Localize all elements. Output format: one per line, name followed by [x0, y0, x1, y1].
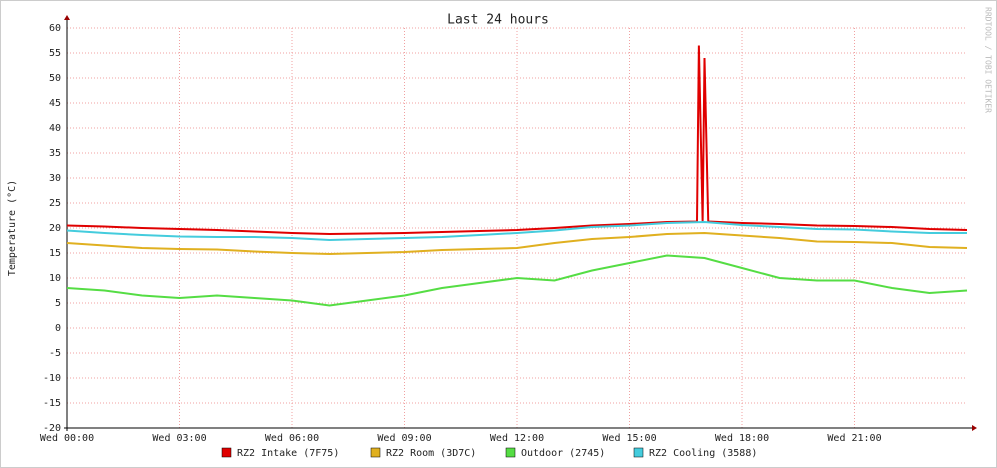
y-tick-label: 10 [49, 273, 61, 284]
x-tick-label: Wed 18:00 [715, 433, 769, 444]
series-line [66, 231, 968, 256]
y-tick-label: 55 [49, 48, 61, 59]
series-line [66, 220, 967, 242]
legend-swatch [221, 447, 232, 458]
legend-label: RZ2 Intake (7F75) [237, 448, 339, 459]
x-tick-label: Wed 12:00 [490, 433, 544, 444]
y-tick-label: 50 [49, 73, 61, 84]
y-tick-label: 30 [49, 173, 61, 184]
y-tick-label: -5 [49, 348, 61, 359]
legend-label: RZ2 Room (3D7C) [386, 448, 476, 459]
y-tick-label: 45 [49, 98, 61, 109]
legend-swatch [505, 447, 516, 458]
legend-swatch [370, 447, 381, 458]
x-tick-label: Wed 06:00 [265, 433, 319, 444]
legend-swatch [633, 447, 644, 458]
x-tick-label: Wed 03:00 [152, 433, 206, 444]
y-tick-label: 25 [49, 198, 61, 209]
legend-label: RZ2 Cooling (3588) [649, 448, 757, 459]
x-tick-label: Wed 15:00 [602, 433, 656, 444]
y-tick-label: 60 [49, 23, 61, 34]
y-tick-label: 35 [49, 148, 61, 159]
series-line [66, 45, 968, 236]
y-tick-label: -20 [43, 423, 61, 434]
chart-title: Last 24 hours [447, 13, 549, 28]
y-axis-label: Temperature (°C) [7, 180, 18, 276]
y-tick-label: 40 [49, 123, 61, 134]
y-tick-label: -15 [43, 398, 61, 409]
y-tick-label: 0 [55, 323, 61, 334]
y-tick-label: 20 [49, 223, 61, 234]
x-tick-label: Wed 21:00 [827, 433, 881, 444]
legend-label: Outdoor (2745) [521, 448, 605, 459]
series-line [66, 254, 968, 307]
watermark: RRDTOOL / TOBI OETIKER [984, 7, 993, 113]
x-tick-label: Wed 09:00 [377, 433, 431, 444]
x-tick-label: Wed 00:00 [40, 433, 94, 444]
y-tick-label: 5 [55, 298, 61, 309]
axis-arrow [64, 15, 70, 20]
y-tick-label: 15 [49, 248, 61, 259]
y-tick-label: -10 [43, 373, 61, 384]
axis-arrow [972, 425, 977, 431]
